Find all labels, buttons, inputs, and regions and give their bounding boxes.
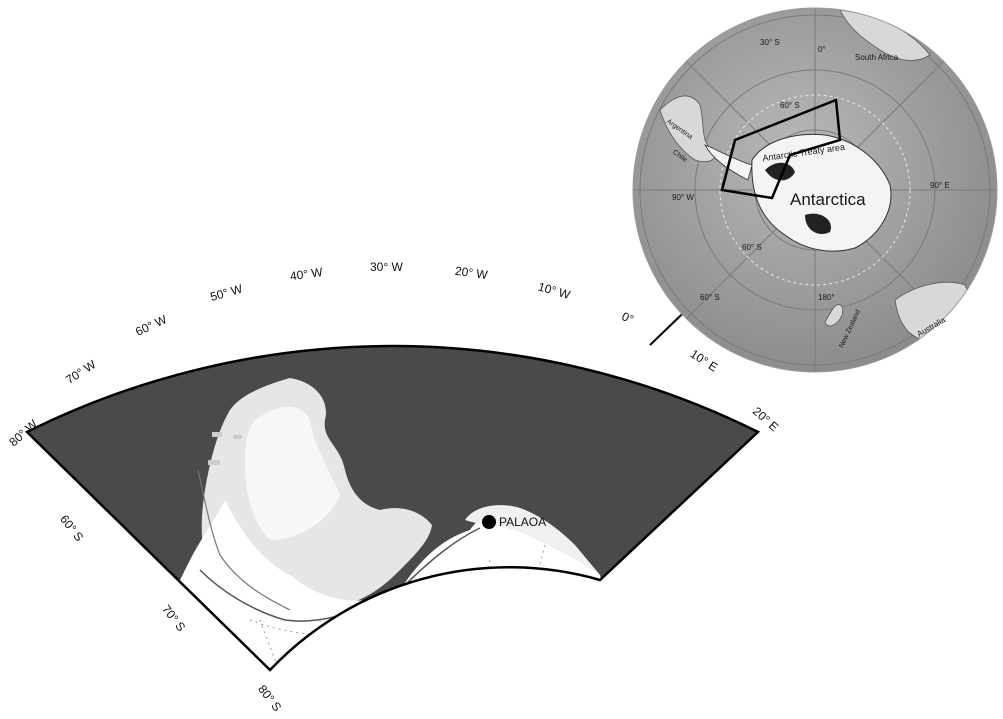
globe-inset: Antarctica Antarctic Treaty area 0° 90° …	[632, 7, 998, 373]
globe-lat-30s: 30° S	[760, 38, 780, 47]
lon-label-10w: 10° W	[536, 280, 572, 303]
lon-label-0: 0°	[620, 309, 636, 327]
lon-label-40w: 40° W	[289, 265, 324, 284]
globe-outline	[632, 7, 998, 373]
globe-lat-60s-bottom: 60° S	[700, 293, 720, 302]
ocean-area	[27, 346, 758, 670]
lon-label-30w: 30° W	[370, 260, 403, 274]
land-new-zealand	[824, 304, 844, 327]
lat-label-70s: 70° S	[159, 602, 188, 634]
globe-lon-180: 180°	[818, 293, 835, 302]
ekstrom-shelf	[465, 505, 600, 575]
globe-sector-highlight	[720, 98, 842, 200]
lon-label-10e: 10° E	[688, 347, 720, 375]
station-marker[interactable]	[482, 515, 496, 529]
coastline-contour	[197, 469, 291, 611]
sector-outline	[24, 344, 761, 672]
ice-shelf-ross	[805, 213, 831, 235]
ice-fragment	[417, 334, 423, 340]
globe-lon-0: 0°	[818, 45, 826, 54]
lon-label-60w: 60° W	[133, 312, 169, 339]
lon-label-20w: 20° W	[454, 264, 489, 283]
globe-lon-90e: 90° E	[930, 181, 950, 190]
lat-label-60s: 60° S	[57, 512, 86, 544]
globe-lat-60s-top: 60° S	[780, 101, 800, 110]
country-south-africa: South Africa	[855, 53, 899, 62]
lat-label-80s: 80° S	[255, 682, 284, 714]
ice-shelf-weddell	[765, 162, 795, 181]
ice-fragment	[208, 460, 220, 465]
ice-fragment	[212, 432, 222, 437]
lon-label-70w: 70° W	[63, 357, 99, 387]
sector-map: PALAOA 80° W 70° W 60° W 50° W 40° W 30°…	[6, 260, 781, 714]
sea-ice-highlight	[245, 406, 340, 540]
lon-label-50w: 50° W	[209, 281, 245, 304]
treaty-boundary	[719, 94, 911, 286]
globe-title: Antarctica	[790, 190, 866, 209]
globe-lon-90w: 90° W	[672, 193, 694, 202]
station-label: PALAOA	[499, 515, 546, 529]
ice-fragment	[233, 435, 242, 439]
globe-lat-60s-left: 60° S	[742, 243, 762, 252]
